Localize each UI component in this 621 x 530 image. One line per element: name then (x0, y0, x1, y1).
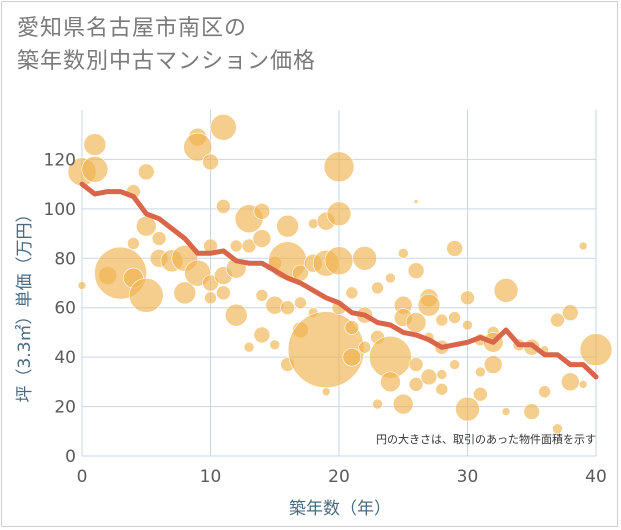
bubble-point (448, 311, 461, 324)
y-tick-label: 80 (54, 249, 76, 269)
bubble-point (405, 312, 427, 333)
bubble-point (552, 423, 563, 435)
bubble-point (578, 241, 588, 251)
x-tick-label: 20 (328, 467, 350, 487)
y-ticks: 0 20 40 60 80 100 120 (44, 150, 76, 467)
y-tick-label: 20 (54, 398, 76, 418)
bubble-point (83, 133, 107, 156)
chart-title: 愛知県名古屋市南区の 築年数別中古マンション価格 (17, 12, 316, 78)
bubble-point (173, 281, 197, 305)
bubble-point (501, 407, 511, 416)
bubble-point (321, 387, 331, 397)
y-tick-label: 120 (44, 150, 76, 170)
bubble-point (408, 377, 424, 392)
bubble-point (81, 156, 109, 183)
bubble-point (397, 248, 409, 259)
y-tick-label: 100 (44, 200, 76, 220)
bubble-point (579, 333, 613, 367)
bubble-point (252, 229, 272, 248)
trend-line (79, 181, 599, 380)
bubble-point (276, 214, 299, 238)
bubble-point (493, 278, 519, 303)
bubble-point (323, 151, 355, 183)
bubble-point (345, 286, 359, 300)
bubble-point (135, 215, 157, 237)
bubble-point (435, 313, 449, 327)
y-tick-label: 40 (54, 348, 76, 368)
bubble-point (408, 357, 424, 372)
y-tick-label: 60 (54, 299, 76, 319)
bubble-point (253, 203, 271, 220)
bubble-point (538, 385, 551, 399)
bubble-point (417, 293, 441, 317)
bubble-point (578, 380, 588, 389)
bubble-point (380, 371, 401, 393)
bubble-point (385, 272, 396, 284)
x-tick-label: 0 (77, 467, 88, 487)
bubble-point (372, 398, 383, 410)
bubbles (67, 114, 613, 435)
bubble-point (151, 231, 167, 246)
bubble-point (128, 278, 164, 313)
bubble-point (253, 326, 271, 344)
y-axis-label: 坪（3.3㎡）単価（万円） (15, 205, 35, 402)
bubble-point (280, 300, 295, 316)
bubble-point (550, 312, 565, 328)
bubble-point (523, 403, 541, 420)
bubble-point (560, 372, 580, 392)
bubble-point (352, 245, 378, 271)
bubble-point (358, 340, 372, 354)
bubble-point (243, 341, 255, 353)
bubble-point (202, 153, 219, 171)
size-note: 円の大きさは、取引のあった物件面積を示す (376, 432, 596, 446)
bubble-point (436, 369, 448, 380)
x-tick-label: 10 (200, 467, 222, 487)
bubble-point (413, 199, 419, 204)
bubble-point (269, 339, 281, 351)
bubble-point (77, 281, 87, 290)
chart-title-line2: 築年数別中古マンション価格 (17, 49, 317, 74)
bubble-point (183, 132, 212, 162)
bubble-point (344, 320, 360, 335)
bubble-point (435, 382, 449, 396)
bubble-point (216, 199, 231, 214)
chart-title-line1: 愛知県名古屋市南区の (17, 16, 248, 41)
bubble-point (420, 368, 438, 386)
bubble-point (473, 386, 488, 402)
bubble-point (371, 281, 384, 295)
x-ticks: 0 10 20 30 40 (77, 467, 607, 487)
bubble-point (342, 347, 362, 367)
y-tick-label: 0 (65, 447, 76, 467)
bubble-point (561, 304, 579, 321)
bubble-point (462, 319, 473, 331)
bubble-point (392, 393, 414, 415)
x-tick-label: 40 (585, 467, 607, 487)
bubble-point (307, 218, 319, 229)
bubble-point (137, 163, 155, 181)
bubble-point (407, 262, 425, 279)
bubble-point (216, 285, 231, 301)
bubble-point (224, 303, 248, 327)
bubble-point (255, 289, 269, 302)
bubble-point (446, 240, 463, 257)
bubble-point (460, 290, 475, 306)
bubble-point (326, 201, 352, 227)
x-tick-label: 30 (457, 467, 479, 487)
bubble-point (324, 246, 354, 276)
bubble-point (483, 355, 503, 374)
x-axis-label: 築年数（年） (289, 499, 391, 519)
bubble-point (204, 291, 217, 305)
bubble-point (475, 366, 486, 378)
bubble-point (449, 359, 460, 370)
bubble-point (455, 396, 480, 422)
bubble-point (241, 238, 257, 254)
bubble-point (229, 239, 243, 253)
bubble-point (210, 114, 237, 141)
bubble-point (294, 296, 307, 310)
bubble-point (127, 237, 140, 250)
